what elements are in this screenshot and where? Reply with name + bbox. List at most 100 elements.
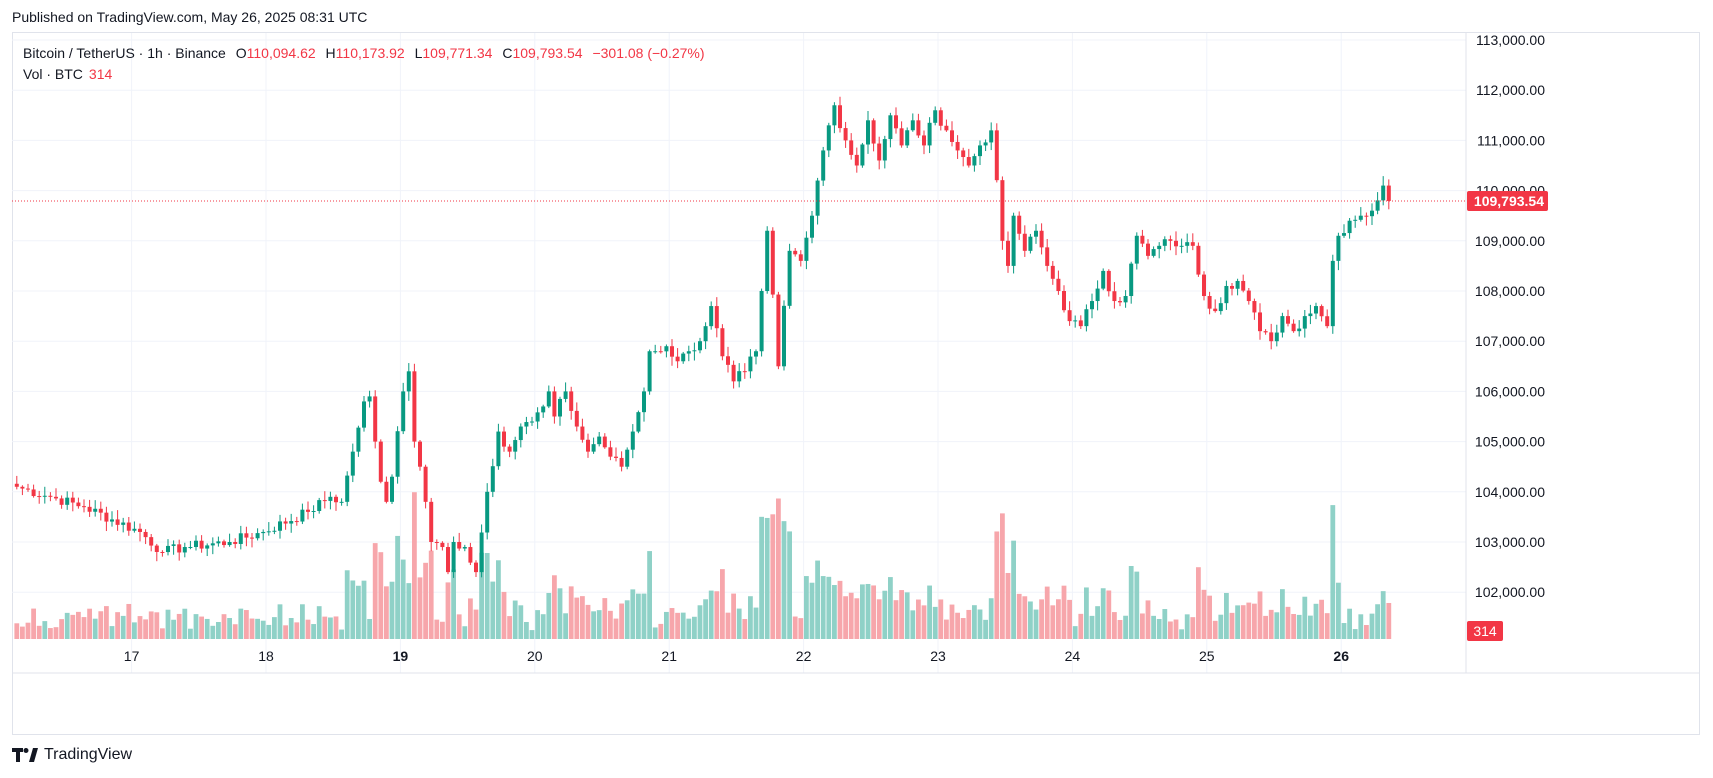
candle-body[interactable] xyxy=(558,398,562,417)
candle-body[interactable] xyxy=(1185,242,1190,246)
candle-body[interactable] xyxy=(65,497,70,505)
candle-body[interactable] xyxy=(871,120,876,144)
candle-body[interactable] xyxy=(524,422,529,427)
candle-body[interactable] xyxy=(563,391,568,399)
candle-body[interactable] xyxy=(714,306,719,329)
candle-body[interactable] xyxy=(37,496,42,498)
candle-body[interactable] xyxy=(395,431,400,477)
candle-body[interactable] xyxy=(614,456,618,458)
candle-body[interactable] xyxy=(530,421,534,423)
candle-body[interactable] xyxy=(350,451,355,476)
candle-body[interactable] xyxy=(832,105,837,126)
candle-body[interactable] xyxy=(20,486,25,489)
candle-body[interactable] xyxy=(418,441,422,467)
candle-body[interactable] xyxy=(76,502,81,507)
candle-body[interactable] xyxy=(1308,313,1313,317)
candle-body[interactable] xyxy=(188,547,193,549)
candle-body[interactable] xyxy=(429,501,434,542)
candle-body[interactable] xyxy=(1112,291,1117,302)
candle-body[interactable] xyxy=(1297,328,1302,332)
candle-body[interactable] xyxy=(70,497,75,503)
candle-body[interactable] xyxy=(440,542,445,548)
candle-body[interactable] xyxy=(1006,240,1010,266)
candle-body[interactable] xyxy=(726,356,730,365)
candle-body[interactable] xyxy=(423,466,428,502)
candle-body[interactable] xyxy=(227,542,232,546)
candle-body[interactable] xyxy=(591,444,596,452)
candle-body[interactable] xyxy=(278,521,282,531)
candle-body[interactable] xyxy=(1230,285,1234,289)
candle-body[interactable] xyxy=(597,436,602,445)
candle-body[interactable] xyxy=(642,391,646,413)
candle-body[interactable] xyxy=(507,446,512,452)
candle-body[interactable] xyxy=(322,500,327,502)
candle-body[interactable] xyxy=(205,545,210,549)
candle-body[interactable] xyxy=(177,544,182,553)
candle-body[interactable] xyxy=(143,531,148,538)
candle-body[interactable] xyxy=(1011,215,1016,266)
candle-body[interactable] xyxy=(14,483,19,487)
candle-body[interactable] xyxy=(574,410,579,427)
candle-body[interactable] xyxy=(1258,312,1262,332)
candle-body[interactable] xyxy=(250,537,254,539)
candle-body[interactable] xyxy=(1224,285,1229,304)
candle-body[interactable] xyxy=(1168,239,1173,241)
candle-body[interactable] xyxy=(625,449,630,467)
candle-body[interactable] xyxy=(899,128,904,146)
candle-body[interactable] xyxy=(54,496,58,499)
candle-body[interactable] xyxy=(98,508,103,513)
candle-body[interactable] xyxy=(1151,249,1156,256)
candle-body[interactable] xyxy=(31,489,36,497)
candle-body[interactable] xyxy=(580,426,585,440)
candle-body[interactable] xyxy=(1062,291,1066,311)
candle-body[interactable] xyxy=(860,144,865,166)
candle-body[interactable] xyxy=(104,512,109,522)
candle-body[interactable] xyxy=(468,547,473,563)
candle-body[interactable] xyxy=(586,439,590,452)
candle-body[interactable] xyxy=(798,254,803,261)
candle-body[interactable] xyxy=(1375,200,1380,211)
candle-body[interactable] xyxy=(518,426,523,441)
candle-body[interactable] xyxy=(776,294,781,367)
candle-body[interactable] xyxy=(653,351,658,353)
candle-body[interactable] xyxy=(390,476,394,502)
candle-body[interactable] xyxy=(854,154,859,166)
candle-body[interactable] xyxy=(1213,308,1218,312)
candle-body[interactable] xyxy=(317,500,322,512)
candle-body[interactable] xyxy=(1218,303,1223,312)
candle-body[interactable] xyxy=(658,351,663,353)
candle-body[interactable] xyxy=(1252,301,1257,313)
candle-body[interactable] xyxy=(244,533,249,538)
volume-legend[interactable]: Vol · BTC 314 xyxy=(23,66,112,82)
candle-body[interactable] xyxy=(1134,235,1139,264)
candle-body[interactable] xyxy=(647,351,652,392)
candle-body[interactable] xyxy=(1179,245,1184,247)
candle-body[interactable] xyxy=(630,431,635,450)
candle-body[interactable] xyxy=(1056,278,1061,291)
candle-body[interactable] xyxy=(1174,240,1178,247)
candle-body[interactable] xyxy=(1196,245,1201,275)
candle-body[interactable] xyxy=(1381,185,1386,201)
candle-body[interactable] xyxy=(810,215,814,238)
candle-body[interactable] xyxy=(546,391,551,407)
candle-body[interactable] xyxy=(989,130,994,143)
symbol-legend[interactable]: Bitcoin / TetherUS · 1h · Binance O110,0… xyxy=(23,45,711,61)
candle-body[interactable] xyxy=(238,533,243,544)
candle-body[interactable] xyxy=(888,115,893,140)
candle-body[interactable] xyxy=(1190,242,1195,246)
candle-body[interactable] xyxy=(502,431,506,447)
candle-body[interactable] xyxy=(311,511,316,513)
candle-body[interactable] xyxy=(955,141,960,151)
symbol-title[interactable]: Bitcoin / TetherUS · 1h · Binance xyxy=(23,45,226,61)
candle-body[interactable] xyxy=(59,498,64,505)
candle-body[interactable] xyxy=(1207,296,1212,309)
candle-body[interactable] xyxy=(1101,270,1106,289)
candle-body[interactable] xyxy=(1336,235,1341,261)
candle-body[interactable] xyxy=(1022,233,1027,251)
candle-body[interactable] xyxy=(1364,215,1369,217)
candle-body[interactable] xyxy=(199,540,204,549)
candle-body[interactable] xyxy=(905,130,910,146)
candle-body[interactable] xyxy=(216,541,221,544)
candle-body[interactable] xyxy=(1067,310,1072,322)
candle-body[interactable] xyxy=(882,139,887,161)
